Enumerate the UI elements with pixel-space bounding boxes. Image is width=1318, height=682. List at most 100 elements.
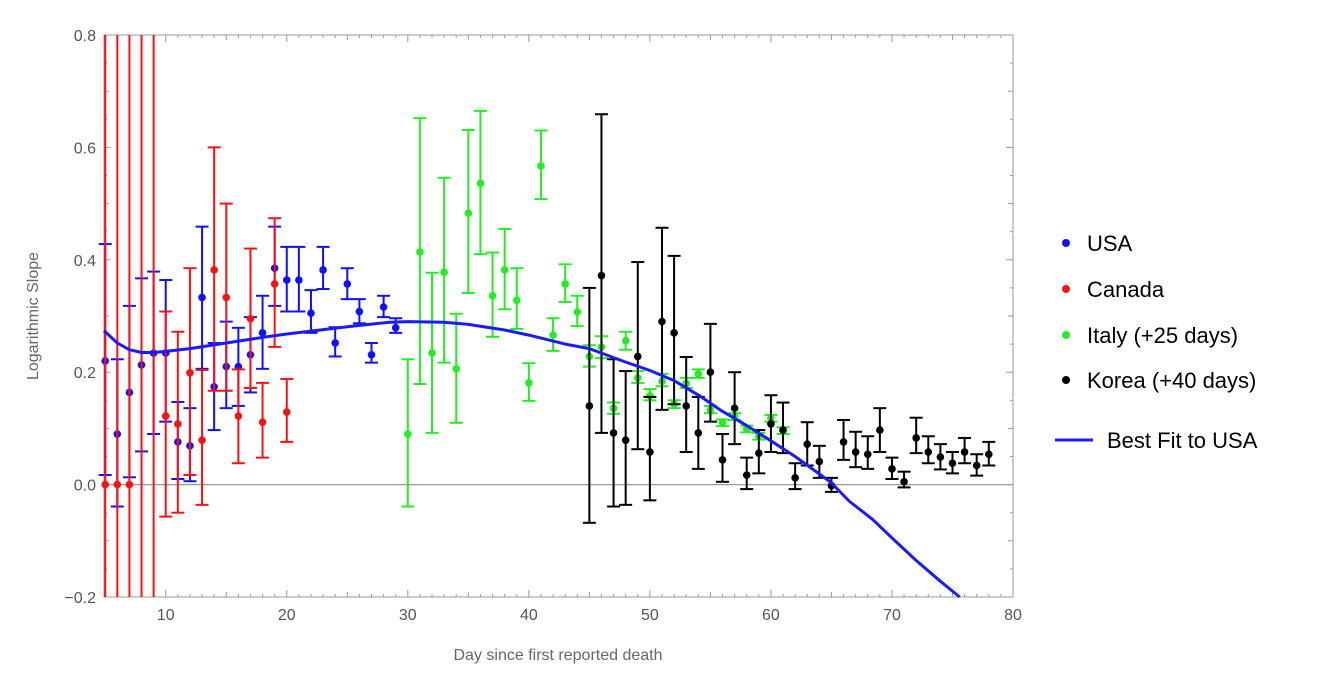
legend-label-usa: USA <box>1087 231 1133 256</box>
data-point <box>730 404 739 412</box>
data-point <box>633 352 642 361</box>
data-point <box>367 350 376 359</box>
data-point <box>706 368 715 377</box>
y-axis-label: Logarithmic Slope <box>25 252 42 380</box>
data-point <box>246 315 255 323</box>
data-point <box>549 331 557 339</box>
data-point <box>912 434 920 442</box>
data-point <box>694 370 703 378</box>
data-point <box>210 266 218 274</box>
y-tick-label: 0.2 <box>74 365 96 382</box>
data-point <box>500 266 509 274</box>
data-point <box>198 293 206 302</box>
data-point <box>767 420 775 428</box>
x-tick-label: 40 <box>520 607 538 624</box>
data-point <box>621 436 630 445</box>
data-point <box>718 456 727 464</box>
y-tick-label: 0.8 <box>74 28 96 45</box>
y-tick-label: −0.2 <box>64 590 96 607</box>
data-point <box>476 179 485 188</box>
legend: USA Canada Italy (+25 days) Korea (+40 d… <box>1055 231 1258 453</box>
data-point <box>924 448 933 456</box>
data-point <box>779 426 787 434</box>
data-point <box>512 296 521 305</box>
data-point <box>742 471 751 479</box>
data-point <box>295 276 303 284</box>
legend-marker-korea <box>1062 376 1070 384</box>
data-point <box>863 450 872 459</box>
series-korea <box>582 113 996 524</box>
data-point <box>161 412 170 420</box>
y-tick-label: 0.4 <box>74 253 96 270</box>
data-point <box>307 309 315 317</box>
data-point <box>270 280 279 288</box>
series-canada <box>101 35 294 597</box>
data-point <box>755 449 763 457</box>
legend-label-korea: Korea (+40 days) <box>1087 368 1256 393</box>
data-point <box>416 248 424 256</box>
data-point <box>900 477 908 486</box>
legend-label-italy: Italy (+25 days) <box>1087 323 1238 348</box>
x-tick-label: 30 <box>399 607 417 624</box>
data-point <box>972 461 981 470</box>
data-point <box>319 266 327 274</box>
data-point <box>428 349 436 357</box>
x-axis-label: Day since first reported death <box>454 647 663 664</box>
x-tick-label: 10 <box>157 607 175 624</box>
data-point <box>682 402 690 410</box>
plot-marks <box>98 35 996 599</box>
data-point <box>888 465 896 473</box>
data-point <box>718 418 727 427</box>
data-point <box>391 324 400 332</box>
data-point <box>791 474 799 482</box>
data-point <box>960 448 969 456</box>
data-point <box>621 336 630 345</box>
data-point <box>585 402 594 410</box>
data-point <box>174 420 182 428</box>
data-point <box>452 365 461 373</box>
legend-label-fit: Best Fit to USA <box>1107 428 1258 453</box>
data-point <box>258 418 267 427</box>
x-tick-label: 20 <box>278 607 296 624</box>
data-point <box>379 303 388 311</box>
data-point <box>282 408 291 416</box>
data-point <box>815 457 824 466</box>
data-point <box>355 307 364 316</box>
x-tick-label: 50 <box>641 607 659 624</box>
plot-border <box>103 34 1014 598</box>
data-point <box>125 480 134 489</box>
data-point <box>537 162 545 170</box>
legend-marker-usa <box>1062 239 1070 247</box>
data-point <box>561 280 569 288</box>
data-point <box>609 429 618 437</box>
x-tick-label: 60 <box>762 607 780 624</box>
legend-marker-canada <box>1062 285 1070 293</box>
data-point <box>464 209 473 217</box>
best-fit-line <box>102 320 961 599</box>
legend-label-canada: Canada <box>1087 277 1165 302</box>
series-italy <box>401 109 790 508</box>
y-tick-label: 0.6 <box>74 140 96 157</box>
data-point <box>948 459 957 468</box>
y-axis: −0.2 0.0 0.2 0.4 0.6 0.8 <box>64 28 1013 607</box>
data-point <box>101 480 110 489</box>
x-tick-label: 70 <box>883 607 901 624</box>
data-point <box>839 438 848 446</box>
plot-frame <box>103 34 1014 598</box>
data-point <box>258 329 267 337</box>
data-point <box>198 436 206 445</box>
data-point <box>851 448 860 456</box>
data-point <box>525 379 533 387</box>
data-point <box>331 339 339 347</box>
data-point <box>440 268 448 276</box>
data-point <box>234 412 243 420</box>
data-point <box>876 426 884 434</box>
data-point <box>597 271 606 280</box>
data-point <box>984 450 993 459</box>
data-point <box>936 453 945 461</box>
legend-marker-italy <box>1062 331 1070 339</box>
data-point <box>803 440 812 448</box>
data-point <box>658 317 666 326</box>
data-point <box>573 308 582 316</box>
data-point <box>670 329 678 337</box>
